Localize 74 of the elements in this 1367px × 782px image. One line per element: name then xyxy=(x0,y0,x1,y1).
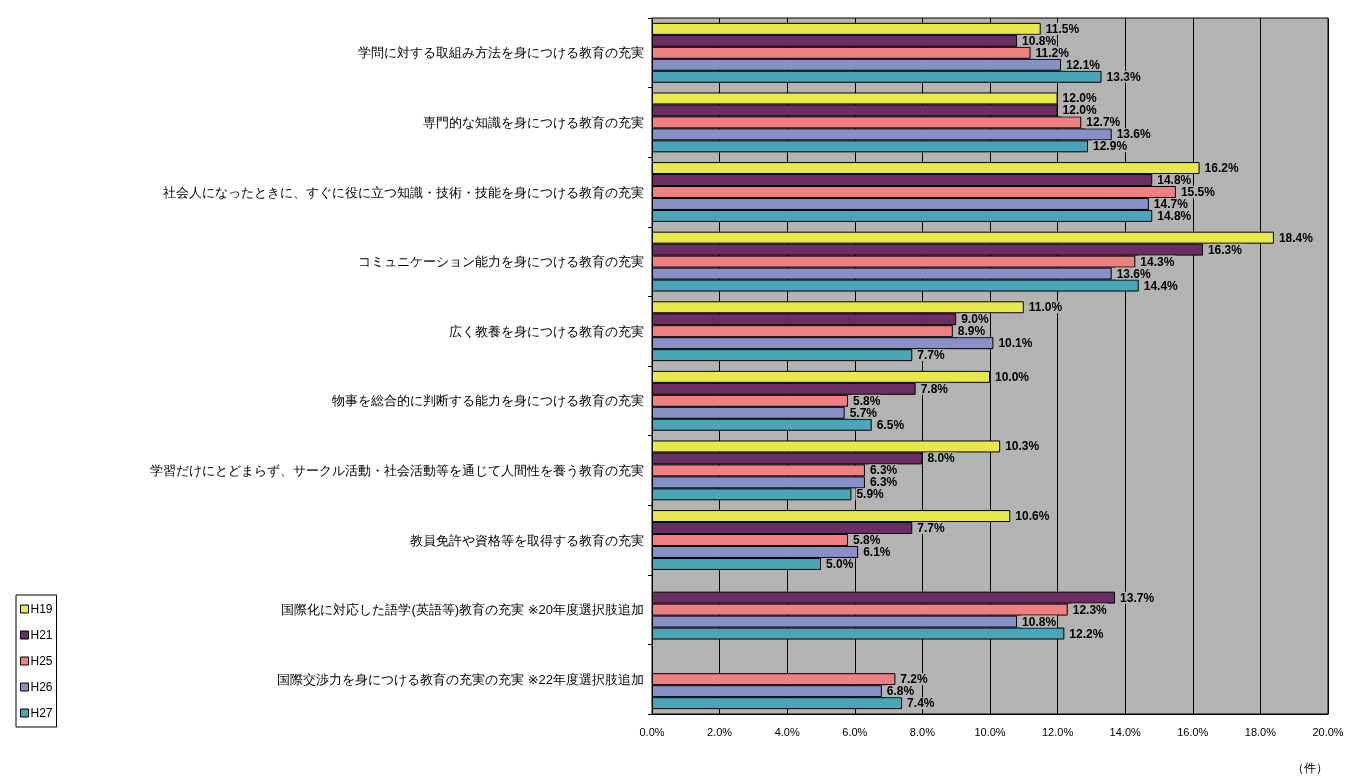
data-label: 11.0% xyxy=(1028,300,1063,315)
data-label: 14.8% xyxy=(1157,173,1192,188)
data-label: 6.3% xyxy=(869,463,898,478)
data-label: 6.8% xyxy=(886,684,915,699)
legend-label: H27 xyxy=(30,706,53,720)
legend-label: H25 xyxy=(30,654,53,668)
data-label: 7.8% xyxy=(920,381,949,396)
data-label: 7.7% xyxy=(917,521,945,536)
data-label: 12.9% xyxy=(1093,139,1128,154)
data-label: 14.3% xyxy=(1140,254,1175,269)
data-label: 13.3% xyxy=(1106,69,1141,84)
x-axis-title: （件） xyxy=(1292,761,1328,775)
data-label: 6.1% xyxy=(863,544,891,559)
data-label: 8.9% xyxy=(957,324,986,339)
data-label: 14.8% xyxy=(1157,208,1192,223)
y-tick-label: 国際化に対応した語学(英語等)教育の充実 ※20年度選択肢追加 xyxy=(281,602,644,618)
data-label: 11.2% xyxy=(1035,45,1070,60)
y-tick-label: 社会人になったときに、すぐに役に立つ知識・技術・技能を身につける教育の充実 xyxy=(163,184,644,200)
data-label: 5.9% xyxy=(856,487,885,502)
y-tick-label: コミュニケーション能力を身につける教育の充実 xyxy=(358,254,644,270)
data-label: 6.3% xyxy=(869,475,898,490)
x-tick-label: 2.0% xyxy=(707,725,733,738)
x-tick-label: 8.0% xyxy=(909,725,936,738)
data-label: 10.0% xyxy=(995,369,1030,384)
data-label: 7.7% xyxy=(917,348,945,363)
data-label: 5.7% xyxy=(849,405,878,420)
data-label: 14.4% xyxy=(1143,278,1179,293)
data-label: 15.5% xyxy=(1180,185,1216,199)
x-tick-label: 12.0% xyxy=(1042,725,1074,738)
data-label: 10.1% xyxy=(998,336,1033,351)
x-tick-label: 6.0% xyxy=(842,725,868,738)
data-label: 14.7% xyxy=(1153,196,1189,211)
y-tick-label: 国際交渉力を身につける教育の充実の充実 ※22年度選択肢追加 xyxy=(277,671,644,687)
data-label: 5.8% xyxy=(853,533,881,547)
x-tick-label: 16.0% xyxy=(1177,725,1209,738)
data-label: 9.0% xyxy=(961,312,989,327)
legend-label: H21 xyxy=(30,628,53,642)
data-label: 10.6% xyxy=(1015,509,1050,524)
data-label: 12.1% xyxy=(1065,57,1101,72)
x-tick-label: 18.0% xyxy=(1244,725,1277,738)
y-tick-label: 広く教養を身につける教育の充実 xyxy=(449,323,644,339)
x-tick-label: 0.0% xyxy=(639,725,665,738)
data-label: 18.4% xyxy=(1278,230,1314,245)
data-label: 8.0% xyxy=(927,451,956,466)
y-tick-label: 物事を総合的に判断する能力を身につける教育の充実 xyxy=(332,393,644,409)
x-tick-label: 10.0% xyxy=(974,725,1006,738)
data-label: 12.0% xyxy=(1062,103,1097,118)
legend-label: H26 xyxy=(30,680,53,694)
data-label: 12.7% xyxy=(1086,115,1121,130)
data-label: 6.5% xyxy=(876,417,905,432)
data-label: 12.2% xyxy=(1069,626,1104,641)
y-tick-label: 学問に対する取組み方法を身につける教育の充実 xyxy=(358,45,644,61)
y-tick-label: 学習だけにとどまらず、サークル活動・社会活動等を通じて人間性を養う教育の充実 xyxy=(150,462,644,478)
data-label: 13.7% xyxy=(1120,590,1155,605)
data-label: 13.6% xyxy=(1116,266,1152,281)
x-tick-label: 4.0% xyxy=(774,725,800,738)
data-label: 12.3% xyxy=(1072,602,1108,617)
data-label: 10.3% xyxy=(1005,439,1040,454)
x-tick-label: 20.0% xyxy=(1312,725,1344,738)
y-tick-label: 専門的な知識を身につける教育の充実 xyxy=(423,114,644,130)
data-label: 7.2% xyxy=(900,672,929,687)
data-label: 10.8% xyxy=(1022,33,1057,48)
data-label: 10.8% xyxy=(1022,614,1057,629)
data-label: 5.0% xyxy=(826,556,854,571)
data-label: 11.5% xyxy=(1045,21,1080,36)
data-label: 5.8% xyxy=(853,393,881,408)
data-label: 16.3% xyxy=(1207,242,1243,257)
legend-label: H19 xyxy=(30,602,53,616)
data-label: 12.0% xyxy=(1062,91,1097,106)
data-label: 16.2% xyxy=(1204,161,1239,176)
data-label: 13.6% xyxy=(1116,127,1152,142)
x-tick-label: 14.0% xyxy=(1109,725,1142,738)
y-tick-label: 教員免許や資格等を取得する教育の充実 xyxy=(410,532,644,548)
data-label: 7.4% xyxy=(907,696,935,711)
